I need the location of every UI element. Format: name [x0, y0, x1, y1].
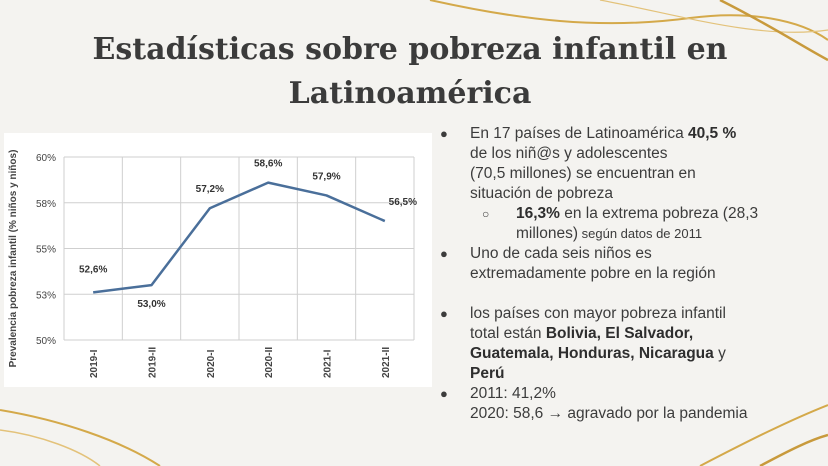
- sub-bullet-small: según datos de 2011: [578, 226, 703, 241]
- sub-bullet-text: en la extrema pobreza (28,3: [559, 205, 759, 222]
- data-label: 52,6%: [79, 264, 107, 275]
- x-tick-label: 2021-I: [323, 349, 334, 378]
- series-line: [93, 181, 386, 294]
- y-tick-label: 60%: [36, 153, 56, 164]
- y-tick-label: 50%: [36, 336, 56, 347]
- data-label: 56,5%: [389, 197, 417, 208]
- bullet-item: ● En 17 países de Latinoamérica 40,5 % d…: [438, 124, 823, 204]
- bullet-text: total están: [470, 325, 546, 342]
- data-label: 58,6%: [254, 159, 282, 170]
- bullet-bold: 40,5 %: [688, 125, 737, 142]
- bullet-bold: Perú: [470, 365, 505, 382]
- y-tick-label: 55%: [36, 245, 56, 256]
- bullet-text: 2020: 58,6 → agravado por la pandemia: [470, 405, 748, 422]
- sub-bullet-item: ○ 16,3% en la extrema pobreza (28,3 mill…: [438, 204, 823, 244]
- slide-title: Estadísticas sobre pobreza infantil en L…: [60, 28, 760, 116]
- bullet-text: extremadamente pobre en la región: [470, 265, 716, 282]
- y-tick-label: 58%: [36, 199, 56, 210]
- bullet-bold: Guatemala, Honduras, Nicaragua: [470, 345, 714, 362]
- bullet-item: ● los países con mayor pobreza infantil …: [438, 304, 823, 384]
- data-label: 53,0%: [137, 299, 165, 310]
- x-tick-label: 2020-II: [264, 347, 275, 378]
- data-label: 57,2%: [196, 184, 224, 195]
- sub-bullet-circle-icon: ○: [482, 207, 490, 221]
- bullet-dot-icon: ●: [440, 306, 448, 321]
- line-chart: 50% 53% 55% 58% 60% 2019-I 2019-II 2020-I 2020-I…: [8, 150, 417, 378]
- bullet-text: Uno de cada seis niños es: [470, 245, 652, 262]
- sub-bullet-text: millones): [516, 225, 579, 242]
- bullet-dot-icon: ●: [440, 386, 448, 401]
- bullet-list: ● En 17 países de Latinoamérica 40,5 % d…: [438, 124, 823, 424]
- bullet-bold: Bolivia, El Salvador,: [545, 325, 694, 342]
- bullet-text: situación de pobreza: [470, 185, 614, 202]
- bullet-text: En 17 países de Latinoamérica: [470, 125, 688, 142]
- chart-panel: 50% 53% 55% 58% 60% 2019-I 2019-II 2020-I 2020-I…: [4, 133, 432, 387]
- bullet-text: y: [713, 345, 726, 362]
- bullet-text: 2011: 41,2%: [470, 385, 556, 402]
- y-axis-label: Prevalencia pobreza infantil (% niños y …: [8, 150, 19, 368]
- data-label: 57,9%: [312, 171, 340, 182]
- x-tick-label: 2020-I: [206, 349, 217, 378]
- title-line-2: Latinoamérica: [288, 76, 532, 111]
- x-tick-label: 2019-II: [148, 347, 159, 378]
- bullet-dot-icon: ●: [440, 126, 448, 141]
- title-line-1: Estadísticas sobre pobreza infantil en: [92, 32, 728, 67]
- bullet-item: ● Uno de cada seis niños es extremadamen…: [438, 244, 823, 284]
- bullet-text: (70,5 millones) se encuentran en: [470, 165, 696, 182]
- bullet-text: los países con mayor pobreza infantil: [470, 305, 726, 322]
- bullet-text: de los niñ@s y adolescentes: [470, 145, 668, 162]
- sub-bullet-bold: 16,3%: [516, 205, 560, 222]
- bullet-item: ● 2011: 41,2% 2020: 58,6 → agravado por …: [438, 384, 823, 424]
- x-tick-label: 2019-I: [89, 349, 100, 378]
- y-tick-label: 53%: [36, 290, 56, 301]
- bullet-dot-icon: ●: [440, 246, 448, 261]
- x-tick-label: 2021-II: [381, 347, 392, 378]
